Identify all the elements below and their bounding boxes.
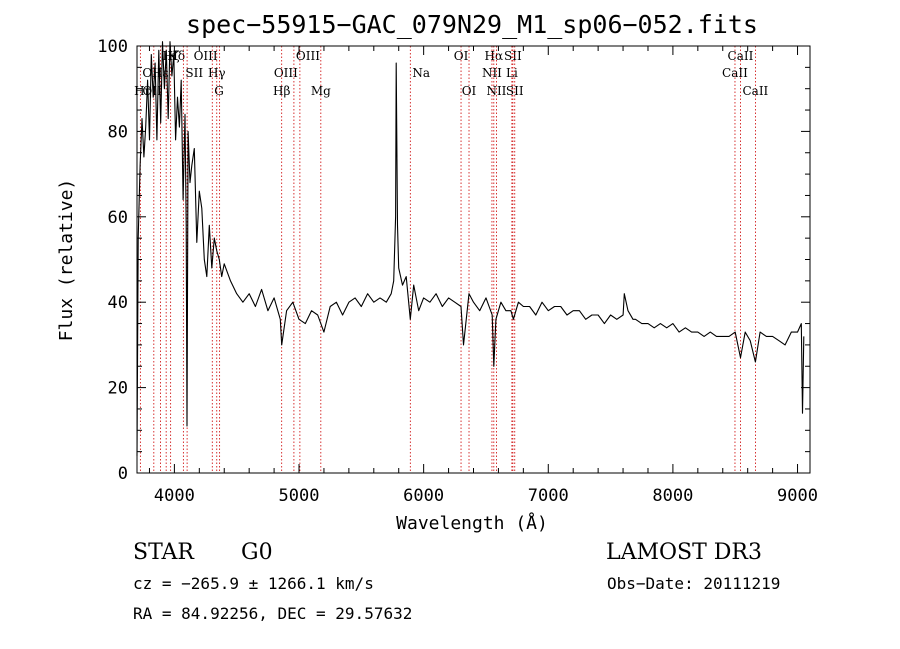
line-marker-label: OI — [462, 84, 477, 98]
line-marker-label: Hα — [485, 49, 504, 63]
y-tick-label: 20 — [108, 379, 128, 399]
y-tick-label: 40 — [108, 293, 128, 313]
y-axis-label: Flux (relative) — [56, 179, 77, 342]
line-marker-label: OIII — [194, 49, 218, 63]
x-tick-label: 4000 — [154, 486, 195, 506]
y-tick-label: 60 — [108, 208, 128, 228]
line-marker-label: Na — [412, 66, 430, 80]
line-marker-label: CaII — [728, 49, 754, 63]
x-tick-label: 8000 — [652, 486, 693, 506]
sky-coordinates: RA = 84.92256, DEC = 29.57632 — [133, 604, 412, 623]
x-tick-label: 7000 — [528, 486, 569, 506]
line-marker-label: OI — [454, 49, 469, 63]
line-marker-label: Hβ — [273, 84, 290, 98]
spectrum-series — [136, 41, 805, 456]
survey-name: LAMOST DR3 — [606, 540, 762, 565]
object-subclass: G0 — [241, 540, 273, 565]
line-marker-label: OIII — [296, 49, 320, 63]
plot-frame — [136, 45, 811, 474]
line-marker-label: NII — [482, 66, 502, 80]
y-tick-label: 0 — [118, 464, 128, 484]
observation-date: Obs−Date: 20111219 — [607, 574, 780, 593]
line-marker-label: Li — [506, 66, 518, 80]
chart-title: spec−55915−GAC_079N29_M1_sp06−052.fits — [186, 10, 758, 39]
line-marker-label: SII — [185, 66, 203, 80]
line-marker-label: SII — [504, 49, 522, 63]
line-marker-label: SII — [506, 84, 524, 98]
axes: 4000 5000 6000 7000 8000 9000 0 20 40 60 80 100 — [97, 37, 818, 506]
x-tick-label: 5000 — [279, 486, 320, 506]
line-marker-label: Mg — [311, 84, 331, 98]
line-marker-label: CaII — [722, 66, 748, 80]
line-marker-label: OIII — [274, 66, 298, 80]
redshift-velocity: cz = −265.9 ± 1266.1 km/s — [133, 574, 374, 593]
y-tick-label: 80 — [108, 122, 128, 142]
spectrum-line — [136, 41, 805, 456]
object-class: STAR — [133, 540, 195, 565]
x-tick-label: 9000 — [777, 486, 818, 506]
x-tick-label: 6000 — [403, 486, 444, 506]
x-axis-label: Wavelength (Å) — [396, 512, 548, 534]
line-marker-label: Hδ — [167, 49, 185, 63]
line-marker-label: NII — [486, 84, 506, 98]
line-marker-label: CaII — [742, 84, 768, 98]
line-marker-label: G — [214, 84, 224, 98]
line-marker-label: Hγ — [208, 66, 226, 80]
y-tick-label: 100 — [97, 37, 128, 57]
